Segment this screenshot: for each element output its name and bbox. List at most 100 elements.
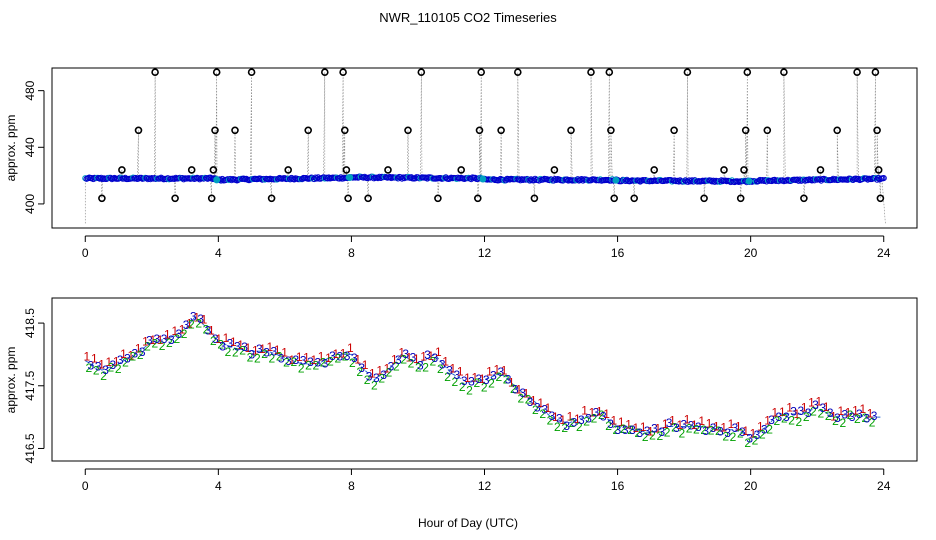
series-point-1: 1 <box>310 353 317 367</box>
series-point-3: 3 <box>637 426 644 440</box>
top-outlier-point <box>267 194 276 203</box>
series-point-1: 1 <box>486 364 493 378</box>
series-point-2: 2 <box>254 351 261 365</box>
series-point-2: 2 <box>481 380 488 394</box>
series-point-3: 3 <box>483 373 490 387</box>
series-point-3: 3 <box>819 401 826 415</box>
series-point-2: 2 <box>598 408 605 422</box>
series-point-1: 1 <box>267 340 274 354</box>
series-point-3: 3 <box>380 368 387 382</box>
top-outlier-point <box>871 68 880 76</box>
series-point-2: 2 <box>737 426 744 440</box>
series-point-2: 2 <box>473 376 480 390</box>
top-outlier-point <box>700 194 708 203</box>
series-point-2: 2 <box>291 355 298 369</box>
series-point-2: 2 <box>378 371 385 385</box>
series-point-3: 3 <box>673 421 680 435</box>
top-accent-point <box>346 174 354 182</box>
series-point-1: 1 <box>201 313 208 327</box>
series-point-3: 3 <box>512 383 519 397</box>
series-point-3: 3 <box>454 368 461 382</box>
series-point-3: 3 <box>761 422 768 436</box>
top-outlier-point <box>473 194 482 203</box>
series-point-2: 2 <box>181 327 188 341</box>
series-point-2: 2 <box>232 345 239 359</box>
series-point-1: 1 <box>127 349 134 363</box>
series-point-3: 3 <box>263 345 270 359</box>
series-point-3: 3 <box>110 358 117 372</box>
series-point-1: 1 <box>318 349 325 363</box>
series-point-2: 2 <box>583 414 590 428</box>
series-point-2: 2 <box>173 332 180 346</box>
series-point-1: 1 <box>545 401 552 415</box>
series-point-1: 1 <box>289 353 296 367</box>
series-point-3: 3 <box>783 410 790 424</box>
series-point-2: 2 <box>839 416 846 430</box>
series-point-3: 3 <box>373 371 380 385</box>
series-point-2: 2 <box>752 433 759 447</box>
top-outlier-point <box>475 126 484 135</box>
series-point-3: 3 <box>519 386 526 400</box>
series-point-1: 1 <box>106 355 113 369</box>
series-point-3: 3 <box>776 410 783 424</box>
series-point-1: 1 <box>530 394 537 408</box>
series-point-2: 2 <box>649 428 656 442</box>
top-outlier-point <box>171 194 179 203</box>
series-point-2: 2 <box>847 408 854 422</box>
series-point-1: 1 <box>325 351 332 365</box>
top-outlier-point <box>207 194 216 203</box>
series-point-3: 3 <box>658 425 665 439</box>
series-point-3: 3 <box>293 353 300 367</box>
series-point-3: 3 <box>212 332 219 346</box>
series-point-1: 1 <box>98 358 105 372</box>
series-point-3: 3 <box>468 374 475 388</box>
series-point-2: 2 <box>312 358 319 372</box>
top-outlier-point <box>740 166 748 174</box>
series-point-1: 1 <box>633 421 640 435</box>
series-point-2: 2 <box>386 365 393 379</box>
x-tick-label: 12 <box>478 246 492 260</box>
series-point-3: 3 <box>505 373 512 387</box>
series-point-1: 1 <box>816 394 823 408</box>
series-point-3: 3 <box>271 345 278 359</box>
bottom-panel: 1231231231231231231231231231231231231231… <box>4 297 918 530</box>
series-point-3: 3 <box>849 410 856 424</box>
top-outlier-point <box>98 194 106 203</box>
top-outlier-point <box>876 194 885 203</box>
series-point-3: 3 <box>285 354 292 368</box>
series-point-3: 3 <box>168 333 175 347</box>
series-point-2: 2 <box>261 347 268 361</box>
series-point-3: 3 <box>790 404 797 418</box>
series-point-2: 2 <box>422 360 429 374</box>
series-point-1: 1 <box>589 406 596 420</box>
series-point-3: 3 <box>153 332 160 346</box>
series-point-2: 2 <box>188 317 195 331</box>
top-outlier-point <box>477 68 486 76</box>
series-point-2: 2 <box>203 322 210 336</box>
top-outlier-point <box>743 68 752 76</box>
series-point-3: 3 <box>388 360 395 374</box>
series-point-1: 1 <box>472 371 479 385</box>
series-point-2: 2 <box>869 415 876 429</box>
top-outlier-point <box>800 194 808 203</box>
top-outlier-point <box>304 126 313 135</box>
series-point-3: 3 <box>475 372 482 386</box>
series-point-3: 3 <box>622 423 629 437</box>
series-point-1: 1 <box>479 372 486 386</box>
series-point-1: 1 <box>603 407 610 421</box>
series-point-1: 1 <box>830 410 837 424</box>
top-outlier-point <box>384 166 392 174</box>
series-point-3: 3 <box>234 340 241 354</box>
series-point-1: 1 <box>501 364 508 378</box>
top-y-label: approx. ppm <box>4 115 18 182</box>
series-point-2: 2 <box>774 414 781 428</box>
series-point-3: 3 <box>205 323 212 337</box>
top-outlier-point <box>874 166 883 174</box>
top-tail-end <box>881 179 886 224</box>
series-point-2: 2 <box>495 370 502 384</box>
trend-path <box>85 316 881 437</box>
series-point-1: 1 <box>706 417 713 431</box>
series-point-3: 3 <box>702 424 709 438</box>
series-point-1: 1 <box>567 410 574 424</box>
series-point-2: 2 <box>532 403 539 417</box>
